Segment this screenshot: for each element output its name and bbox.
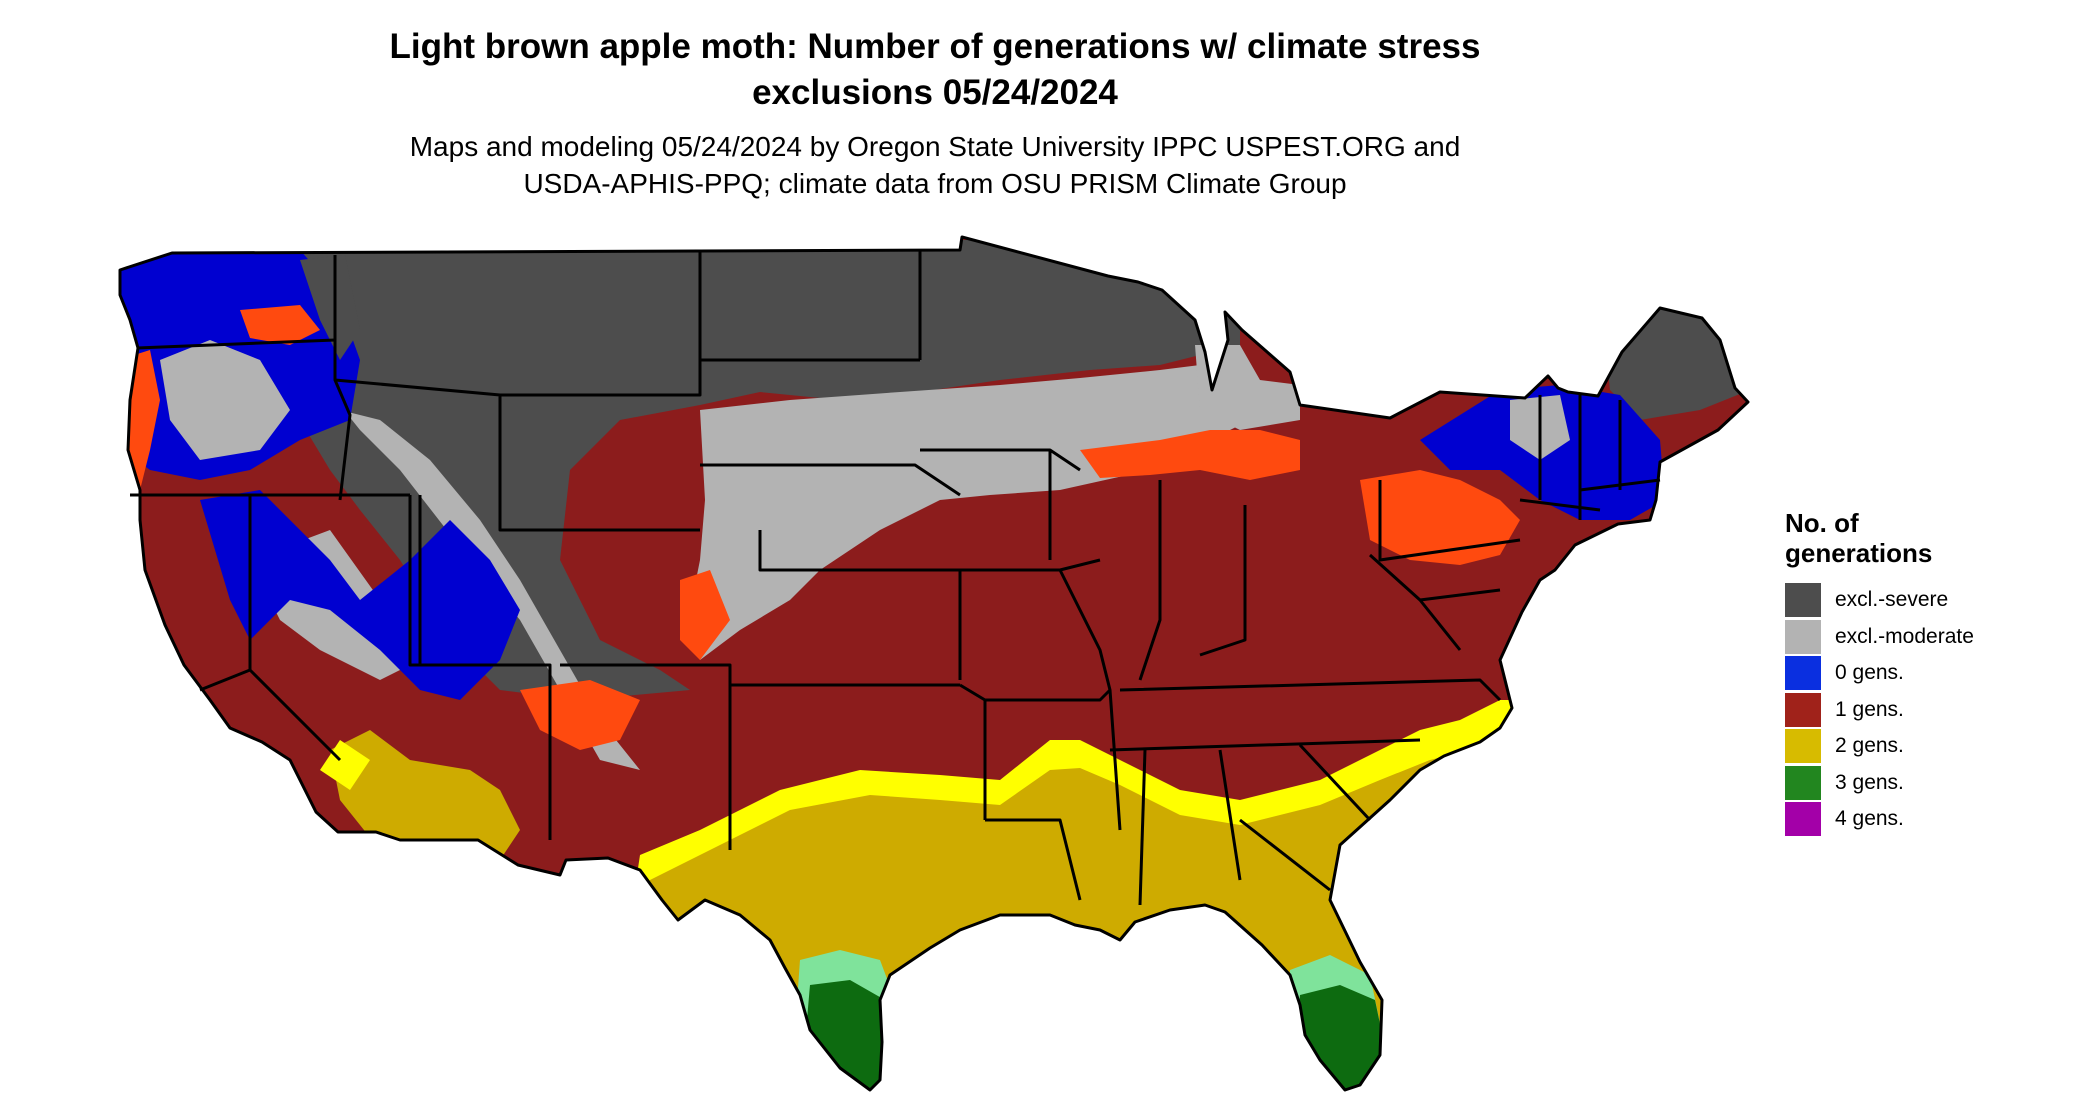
region-excl-severe-montana-west — [300, 255, 360, 360]
legend-label-0-gens: 0 gens. — [1835, 661, 1904, 685]
legend-swatch-3-gens — [1785, 765, 1821, 800]
map-title-line-1: Light brown apple moth: Number of genera… — [389, 27, 1481, 66]
legend-item-2-gens: 2 gens. — [1785, 728, 2085, 765]
legend-item-1-gens: 1 gens. — [1785, 692, 2085, 729]
region-3-gen-florida — [1290, 985, 1400, 1090]
region-1-gen-edge-plains — [680, 570, 730, 660]
legend-swatch-4-gens — [1785, 802, 1821, 837]
map-title: Light brown apple moth: Number of genera… — [0, 24, 1870, 116]
region-0-gen-great-basin — [200, 490, 520, 700]
legend-title: No. of generations — [1785, 508, 2085, 568]
legend-item-excl-severe: excl.-severe — [1785, 582, 2085, 619]
legend-item-excl-moderate: excl.-moderate — [1785, 619, 2085, 656]
legend-label-2-gens: 2 gens. — [1835, 734, 1904, 758]
legend-swatch-0-gens — [1785, 656, 1821, 691]
legend-label-excl-severe: excl.-severe — [1835, 588, 1949, 612]
region-2-gen-arizona — [330, 730, 520, 860]
legend: No. of generations excl.-severe excl.-mo… — [1785, 508, 2085, 838]
state-borders — [118, 235, 1750, 1092]
legend-item-3-gens: 3 gens. — [1785, 765, 2085, 802]
region-1-gen-edge-new-york — [1360, 470, 1520, 565]
region-excl-moderate-michigan — [1195, 345, 1300, 430]
map-subtitle-line-1: Maps and modeling 05/24/2024 by Oregon S… — [409, 131, 1461, 162]
legend-swatch-2-gens — [1785, 729, 1821, 764]
map-subtitle-line-2: USDA-APHIS-PPQ; climate data from OSU PR… — [523, 168, 1347, 199]
legend-label-4-gens: 4 gens. — [1835, 807, 1904, 831]
legend-item-4-gens: 4 gens. — [1785, 801, 2085, 838]
region-1-gen-edge-great-lakes — [1080, 430, 1300, 480]
region-1-gen-edge-wa-patch — [240, 305, 320, 345]
region-excl-severe-north — [300, 240, 1240, 700]
legend-label-3-gens: 3 gens. — [1835, 770, 1904, 794]
map-subtitle: Maps and modeling 05/24/2024 by Oregon S… — [0, 128, 1870, 202]
legend-swatch-excl-severe — [1785, 583, 1821, 618]
legend-item-0-gens: 0 gens. — [1785, 655, 2085, 692]
legend-swatch-excl-moderate — [1785, 619, 1821, 654]
legend-swatch-1-gens — [1785, 692, 1821, 727]
map-title-line-2: exclusions 05/24/2024 — [752, 73, 1118, 112]
legend-title-line-1: No. of — [1785, 508, 1859, 538]
legend-label-excl-moderate: excl.-moderate — [1835, 624, 1974, 648]
legend-title-line-2: generations — [1785, 538, 1933, 568]
region-excl-moderate-plains — [690, 360, 1240, 660]
region-excl-moderate-idaho — [160, 340, 290, 460]
legend-label-1-gens: 1 gens. — [1835, 697, 1904, 721]
